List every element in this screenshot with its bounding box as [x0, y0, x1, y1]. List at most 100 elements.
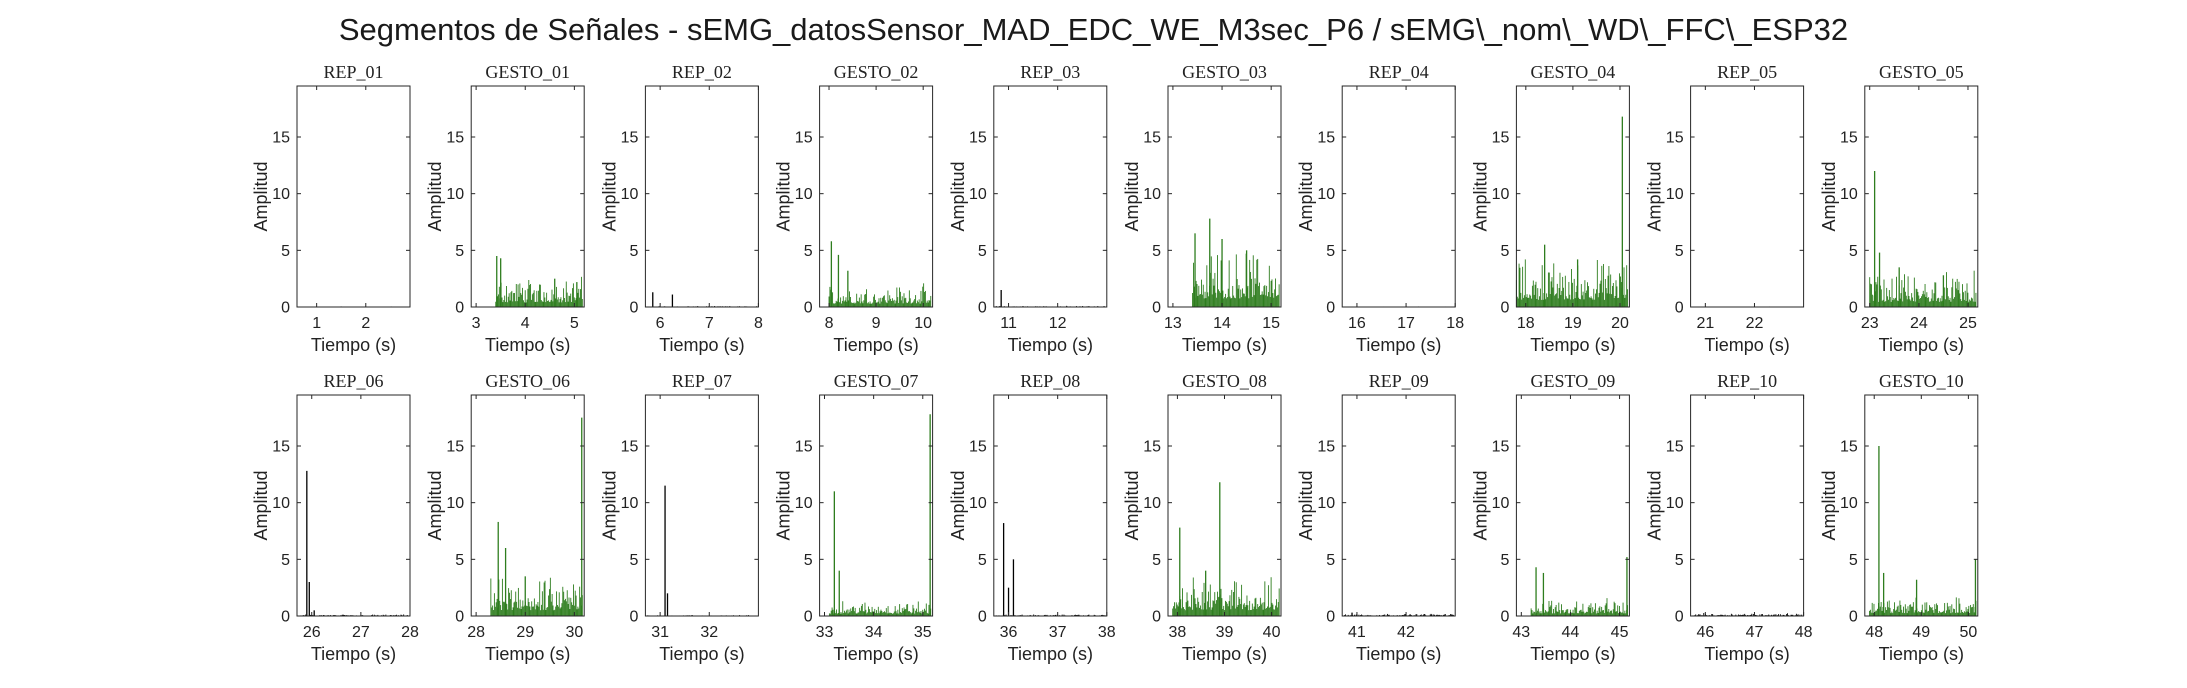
- y-tick-label: 0: [804, 609, 813, 626]
- x-tick-label: 7: [705, 315, 714, 332]
- axes-box: [1167, 85, 1282, 308]
- x-tick-label: 41: [1348, 624, 1366, 641]
- subplot-title: REP_03: [1020, 62, 1080, 82]
- axes-box: [644, 394, 759, 617]
- axes-box: [470, 394, 585, 617]
- x-tick-label: 49: [1912, 624, 1930, 641]
- y-tick-label: 10: [1317, 186, 1335, 203]
- x-tick-label: 3: [472, 315, 481, 332]
- y-tick-label: 0: [978, 609, 987, 626]
- y-tick-label: 10: [1840, 495, 1858, 512]
- y-tick-label: 10: [1143, 495, 1161, 512]
- x-tick-label: 45: [1611, 624, 1629, 641]
- y-tick-label: 10: [969, 495, 987, 512]
- y-axis-label: Amplitud: [1819, 470, 1839, 540]
- y-tick-label: 0: [455, 609, 464, 626]
- x-tick-label: 31: [651, 624, 669, 641]
- x-tick-label: 20: [1611, 315, 1629, 332]
- y-axis-label: Amplitud: [1296, 470, 1316, 540]
- y-tick-label: 10: [969, 186, 987, 203]
- x-tick-label: 17: [1397, 315, 1415, 332]
- y-tick-label: 0: [1500, 300, 1509, 317]
- x-tick-label: 43: [1512, 624, 1530, 641]
- subplot-title: GESTO_02: [834, 62, 919, 82]
- axes-box: [296, 85, 411, 308]
- y-axis-label: Amplitud: [774, 161, 794, 231]
- axes-box: [819, 394, 934, 617]
- subplot-title: GESTO_09: [1531, 371, 1616, 391]
- y-tick-label: 15: [1317, 439, 1335, 456]
- x-tick-label: 2: [361, 315, 370, 332]
- x-axis-label: Tiempo (s): [1008, 644, 1093, 664]
- subplot-title: GESTO_05: [1879, 62, 1964, 82]
- x-tick-label: 44: [1562, 624, 1580, 641]
- y-tick-label: 5: [804, 552, 813, 569]
- x-tick-label: 12: [1049, 315, 1067, 332]
- y-tick-label: 5: [978, 552, 987, 569]
- y-tick-label: 10: [1666, 186, 1684, 203]
- y-tick-label: 5: [1849, 243, 1858, 260]
- subplot-title: REP_01: [323, 62, 383, 82]
- subplot-title: REP_07: [672, 371, 732, 391]
- x-tick-label: 30: [565, 624, 583, 641]
- y-tick-label: 5: [804, 243, 813, 260]
- y-tick-label: 15: [1492, 439, 1510, 456]
- x-tick-label: 48: [1795, 624, 1813, 641]
- y-tick-label: 15: [1317, 130, 1335, 147]
- subplot-title: GESTO_10: [1879, 371, 1964, 391]
- x-tick-label: 28: [401, 624, 419, 641]
- subplot-title: REP_02: [672, 62, 732, 82]
- y-tick-label: 10: [621, 495, 639, 512]
- subplot-title: GESTO_08: [1182, 371, 1267, 391]
- y-axis-label: Amplitud: [1296, 161, 1316, 231]
- x-tick-label: 26: [303, 624, 321, 641]
- y-tick-label: 5: [281, 552, 290, 569]
- y-tick-label: 0: [1500, 609, 1509, 626]
- y-tick-label: 0: [978, 300, 987, 317]
- axes-box: [1515, 85, 1630, 308]
- y-axis-label: Amplitud: [1470, 470, 1490, 540]
- y-tick-label: 5: [629, 552, 638, 569]
- axes-box: [1690, 394, 1805, 617]
- y-axis-label: Amplitud: [1645, 470, 1665, 540]
- y-axis-label: Amplitud: [251, 470, 271, 540]
- y-tick-label: 15: [272, 130, 290, 147]
- x-tick-label: 18: [1446, 315, 1464, 332]
- y-tick-label: 5: [281, 243, 290, 260]
- y-tick-label: 10: [446, 495, 464, 512]
- subplot-title: GESTO_06: [485, 371, 570, 391]
- x-axis-label: Tiempo (s): [659, 335, 744, 355]
- axes-box: [1864, 394, 1979, 617]
- x-axis-label: Tiempo (s): [1879, 644, 1964, 664]
- x-tick-label: 36: [1000, 624, 1018, 641]
- x-tick-label: 37: [1049, 624, 1067, 641]
- y-tick-label: 5: [1675, 552, 1684, 569]
- y-tick-label: 15: [1492, 130, 1510, 147]
- y-tick-label: 15: [1840, 130, 1858, 147]
- y-tick-label: 0: [1326, 300, 1335, 317]
- x-tick-label: 16: [1348, 315, 1366, 332]
- x-axis-label: Tiempo (s): [485, 335, 570, 355]
- x-tick-label: 40: [1263, 624, 1281, 641]
- subplot-title: GESTO_03: [1182, 62, 1267, 82]
- y-tick-label: 15: [1143, 439, 1161, 456]
- y-tick-label: 10: [795, 495, 813, 512]
- axes-box: [1167, 394, 1282, 617]
- y-tick-label: 5: [1849, 552, 1858, 569]
- y-tick-label: 15: [272, 439, 290, 456]
- x-tick-label: 19: [1564, 315, 1582, 332]
- x-tick-label: 5: [570, 315, 579, 332]
- y-axis-label: Amplitud: [599, 161, 619, 231]
- x-tick-label: 8: [825, 315, 834, 332]
- y-axis-label: Amplitud: [948, 470, 968, 540]
- axes-box: [296, 394, 411, 617]
- x-tick-label: 34: [865, 624, 883, 641]
- axes-box: [1690, 85, 1805, 308]
- x-tick-label: 24: [1910, 315, 1928, 332]
- y-tick-label: 5: [1152, 243, 1161, 260]
- y-tick-label: 5: [455, 243, 464, 260]
- y-tick-label: 0: [1326, 609, 1335, 626]
- axes-box: [1864, 85, 1979, 308]
- x-tick-label: 35: [914, 624, 932, 641]
- y-tick-label: 5: [1326, 552, 1335, 569]
